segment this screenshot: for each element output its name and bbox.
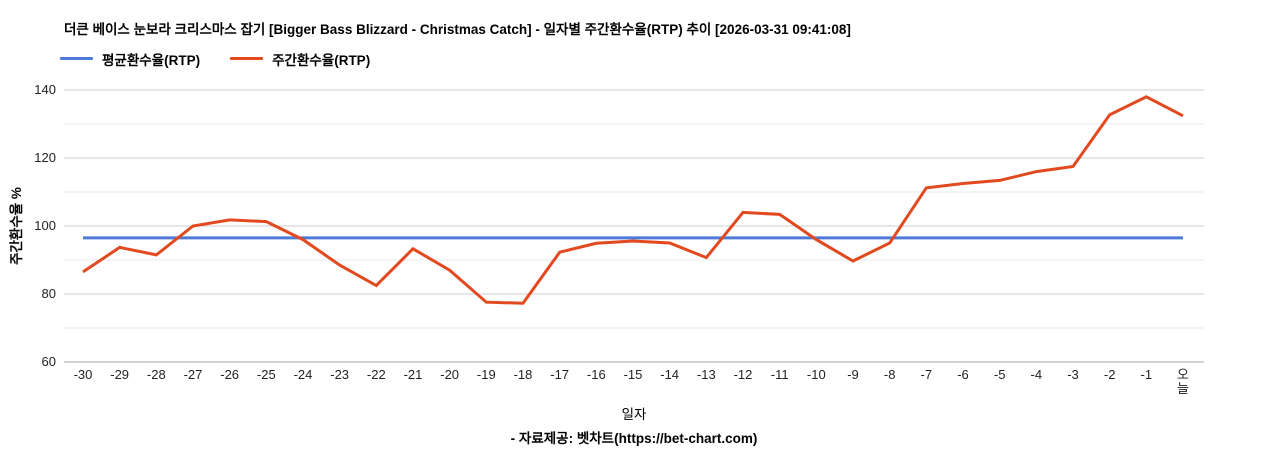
- x-tick-label: -24: [293, 367, 313, 382]
- y-tick-label: 80: [41, 286, 56, 301]
- x-tick-label: -14: [660, 367, 680, 382]
- y-tick-label: 120: [34, 150, 56, 165]
- x-tick-label: -12: [733, 367, 753, 382]
- x-tick-label: -10: [806, 367, 826, 382]
- chart-legend: 평균환수율(RTP) 주간환수율(RTP): [60, 49, 370, 69]
- x-tick-label: -18: [513, 367, 533, 382]
- x-tick-label: -26: [220, 367, 240, 382]
- x-tick-label: 오늘: [1177, 367, 1189, 396]
- x-tick-label: -17: [550, 367, 570, 382]
- x-tick-label: -9: [847, 367, 859, 382]
- x-tick-label: -16: [586, 367, 606, 382]
- x-tick-label: -19: [476, 367, 496, 382]
- x-tick-label: -7: [920, 367, 933, 382]
- chart-title: 더큰 베이스 눈보라 크리스마스 잡기 [Bigger Bass Blizzar…: [64, 22, 851, 37]
- x-axis-title: 일자: [621, 407, 647, 422]
- x-tick-label: -13: [696, 367, 716, 382]
- x-tick-label: -28: [146, 367, 166, 382]
- x-tick-label: -23: [330, 367, 350, 382]
- x-tick-label: -8: [883, 367, 896, 382]
- x-tick-label: -15: [623, 367, 643, 382]
- x-tick-label: -1: [1140, 367, 1153, 382]
- x-tick-label: -20: [440, 367, 460, 382]
- legend-item-weekly-rtp: 주간환수율(RTP): [230, 49, 370, 69]
- x-tick-label: -6: [957, 367, 969, 382]
- x-tick-label: -5: [993, 367, 1006, 382]
- x-tick-label: -2: [1103, 367, 1116, 382]
- x-tick-label: -30: [73, 367, 93, 382]
- average-rtp-line-swatch: [60, 57, 93, 60]
- legend-label-weekly-rtp: 주간환수율(RTP): [272, 52, 371, 68]
- x-tick-label: -22: [366, 367, 386, 382]
- x-tick-label: -29: [110, 367, 130, 382]
- x-tick-label: -11: [770, 367, 789, 382]
- x-tick-label: -25: [256, 367, 276, 382]
- legend-item-average-rtp: 평균환수율(RTP): [60, 49, 200, 69]
- y-tick-label: 60: [41, 354, 56, 369]
- x-tick-label: -3: [1067, 367, 1079, 382]
- x-tick-label: -4: [1030, 367, 1043, 382]
- data-source-credit: - 자료제공: 벳차트(https://bet-chart.com): [510, 431, 758, 446]
- weekly-rtp-line: [82, 95, 1184, 305]
- x-tick-label: -27: [183, 367, 203, 382]
- weekly-rtp-line-swatch: [230, 57, 264, 60]
- legend-label-average-rtp: 평균환수율(RTP): [102, 52, 201, 68]
- y-tick-label: 100: [34, 218, 56, 233]
- y-tick-label: 140: [34, 82, 56, 97]
- x-tick-label: -21: [403, 367, 423, 382]
